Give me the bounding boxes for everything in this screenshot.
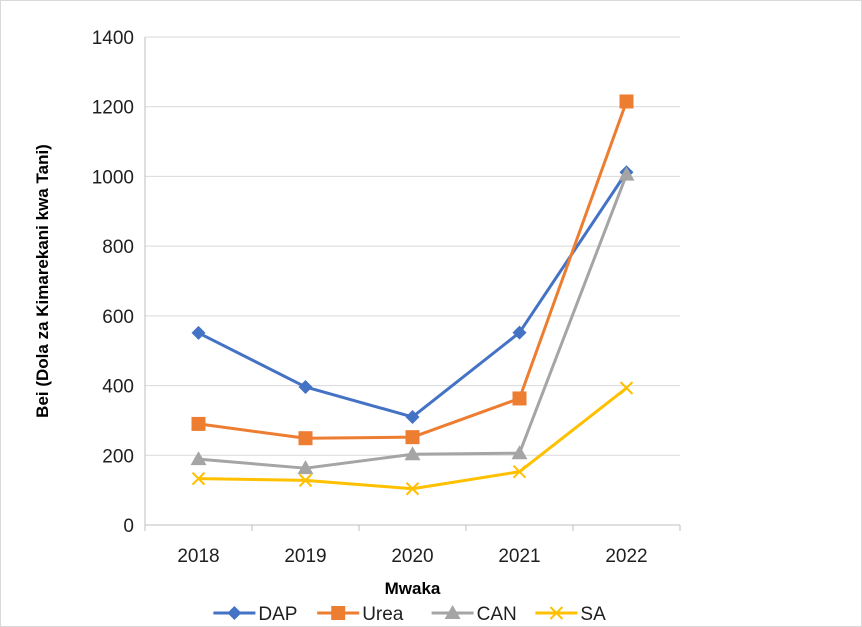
x-tick-labels: 2018 2019 2020 2021 2022 [177,546,647,567]
legend-label-can: CAN [477,604,517,625]
x-tick-label-0: 2018 [177,546,219,567]
y-tick-label-3: 600 [102,307,134,328]
series-sa [191,381,634,496]
legend-item-dap: DAP [213,604,297,625]
point-urea-2021 [512,391,527,406]
point-sa-2021 [512,464,527,479]
y-axis-title: Bei (Dola za Kimarekani kwa Tani) [33,144,52,418]
y-tick-label-4: 800 [102,237,134,258]
point-can-2020 [404,446,421,461]
point-can-2019 [297,460,314,475]
series-line-can [198,174,628,470]
x-tick-label-2: 2020 [391,546,433,567]
legend: DAP Urea CAN SA [213,604,606,625]
y-tick-label-2: 400 [102,377,134,398]
point-urea-2020 [405,430,420,445]
legend-marker-can [444,605,461,619]
legend-label-urea: Urea [362,604,404,625]
legend-item-can: CAN [431,604,517,625]
point-urea-2019 [298,431,313,446]
axes [144,37,681,531]
y-tick-label-0: 0 [123,516,134,537]
x-axis-title: Mwaka [385,579,441,598]
series-can [190,166,635,475]
point-sa-2020 [405,482,420,496]
gridlines [145,36,680,456]
legend-item-urea: Urea [317,604,404,625]
point-can-2021 [511,445,528,460]
point-dap-2018 [191,325,206,340]
y-tick-label-1: 200 [102,446,134,467]
y-tick-label-6: 1200 [92,98,134,119]
legend-label-sa: SA [580,604,606,625]
y-tick-label-7: 1400 [92,28,134,49]
point-dap-2020 [405,409,420,424]
point-can-2022 [618,166,635,181]
x-tick-label-4: 2022 [605,546,647,567]
series-dap [191,165,634,424]
point-sa-2018 [191,471,206,486]
legend-marker-urea [331,606,346,620]
x-tick-label-1: 2019 [284,546,326,567]
x-tick-label-3: 2021 [498,546,540,567]
series-line-dap [197,171,628,419]
point-dap-2021 [512,325,527,340]
point-sa-2022 [619,381,634,395]
legend-label-dap: DAP [258,604,297,625]
series-group [190,94,635,496]
series-urea [191,94,634,446]
point-dap-2019 [298,379,313,394]
legend-marker-sa [549,606,564,620]
legend-item-sa: SA [535,604,606,625]
y-tick-label-5: 1000 [92,167,134,188]
legend-marker-dap [227,606,242,620]
point-sa-2019 [298,473,313,488]
y-tick-labels: 0 200 400 600 800 1000 1200 1400 [92,28,134,537]
point-can-2018 [190,451,207,466]
point-urea-2018 [191,416,206,431]
point-urea-2022 [619,94,634,109]
